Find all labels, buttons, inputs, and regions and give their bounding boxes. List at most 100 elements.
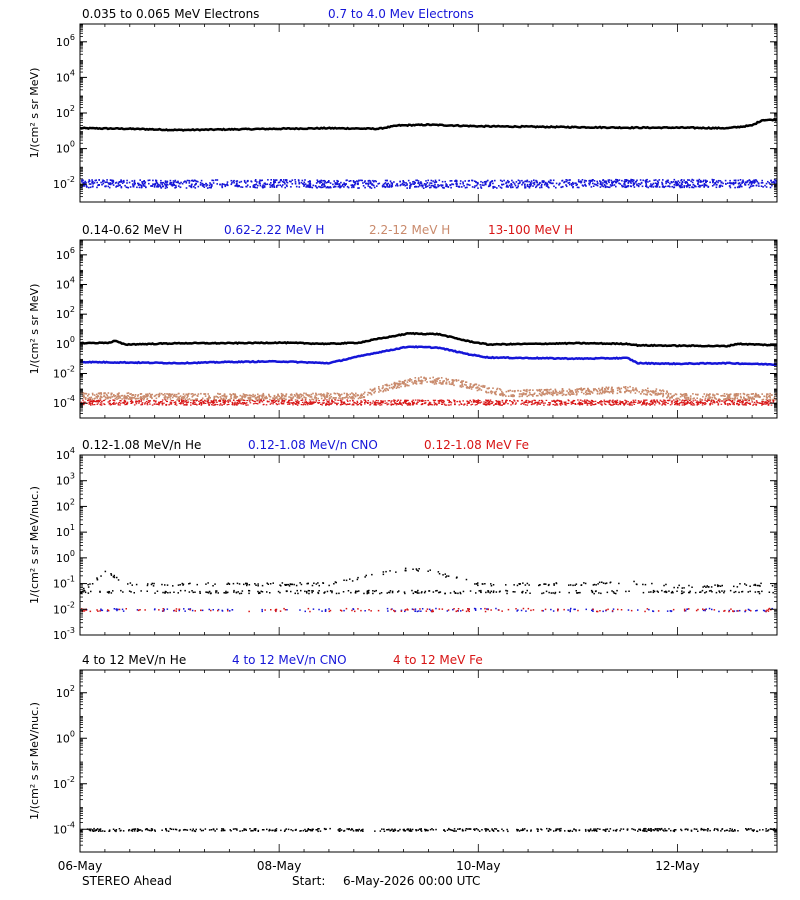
data-point <box>346 392 348 395</box>
data-point <box>688 591 690 594</box>
data-point <box>739 179 742 181</box>
data-point <box>336 179 338 182</box>
data-point <box>674 400 677 402</box>
data-point <box>289 180 291 183</box>
data-point <box>703 183 706 185</box>
data-point <box>98 179 100 181</box>
data-point <box>437 378 439 380</box>
data-point <box>530 183 532 186</box>
data-point <box>577 388 580 390</box>
data-point <box>705 591 708 593</box>
data-point <box>591 391 593 393</box>
data-point <box>175 393 178 396</box>
data-point <box>142 183 145 186</box>
data-point <box>221 186 224 189</box>
data-point <box>635 388 638 391</box>
data-point <box>524 584 527 586</box>
data-point <box>419 182 422 184</box>
data-point <box>407 379 410 381</box>
data-point <box>148 392 151 395</box>
data-point <box>536 180 538 183</box>
data-point <box>479 184 482 186</box>
data-point <box>164 393 166 395</box>
data-point <box>757 396 759 398</box>
data-point <box>536 404 538 406</box>
data-point <box>185 400 188 402</box>
data-point <box>544 181 547 184</box>
data-point <box>144 185 146 187</box>
data-point <box>137 182 139 185</box>
data-point <box>124 396 126 398</box>
data-point <box>533 399 535 401</box>
data-point <box>711 185 714 187</box>
data-point <box>232 393 235 396</box>
data-point <box>687 396 690 399</box>
data-point <box>681 395 684 397</box>
data-point <box>284 395 287 397</box>
data-point <box>123 394 126 397</box>
data-point <box>283 401 285 403</box>
data-point <box>351 395 354 398</box>
data-point <box>192 401 195 403</box>
data-point <box>761 182 764 184</box>
data-point <box>700 401 703 403</box>
data-point <box>520 403 522 405</box>
series-title-1-2: 0.7 to 4.0 Mev Electrons <box>328 7 474 21</box>
data-point <box>554 401 557 403</box>
data-point <box>433 400 436 402</box>
data-point <box>244 181 246 183</box>
data-point <box>640 392 642 395</box>
data-point <box>272 397 274 399</box>
data-point <box>352 186 355 189</box>
data-point <box>378 403 380 405</box>
data-point <box>351 185 354 187</box>
data-point <box>676 397 678 400</box>
data-point <box>377 402 379 404</box>
data-point <box>635 387 637 389</box>
data-point <box>241 396 243 399</box>
data-point <box>507 403 509 405</box>
data-point <box>373 403 376 405</box>
data-point <box>261 584 264 587</box>
data-point <box>691 181 694 184</box>
data-point <box>501 401 504 403</box>
data-point <box>681 592 684 594</box>
data-point <box>571 393 574 395</box>
data-point <box>99 404 102 406</box>
data-point <box>428 403 431 405</box>
data-point <box>438 401 440 403</box>
data-point <box>585 393 587 396</box>
data-point <box>588 182 590 185</box>
data-point <box>625 179 628 181</box>
data-point <box>667 402 669 404</box>
data-point <box>673 399 675 401</box>
data-point <box>734 181 737 184</box>
data-point <box>753 181 756 183</box>
data-point <box>138 186 141 189</box>
data-point <box>141 182 144 184</box>
data-point <box>761 403 764 405</box>
data-point <box>611 184 614 187</box>
data-point <box>542 592 545 594</box>
data-point <box>729 400 732 402</box>
data-point <box>227 400 229 402</box>
data-point <box>398 386 400 389</box>
data-point <box>252 184 255 187</box>
data-point <box>273 185 275 187</box>
data-point <box>369 186 371 189</box>
data-point <box>192 180 195 182</box>
data-point <box>417 180 420 182</box>
data-point <box>235 180 238 183</box>
data-point <box>126 182 128 184</box>
data-point <box>216 401 218 403</box>
data-point <box>627 403 629 405</box>
data-point <box>530 180 533 182</box>
data-point <box>108 396 111 399</box>
data-point <box>596 393 599 395</box>
data-point <box>315 398 318 401</box>
data-point <box>323 184 326 186</box>
data-point <box>606 182 608 185</box>
data-point <box>442 400 445 402</box>
data-point <box>591 591 594 594</box>
data-point <box>736 394 739 397</box>
